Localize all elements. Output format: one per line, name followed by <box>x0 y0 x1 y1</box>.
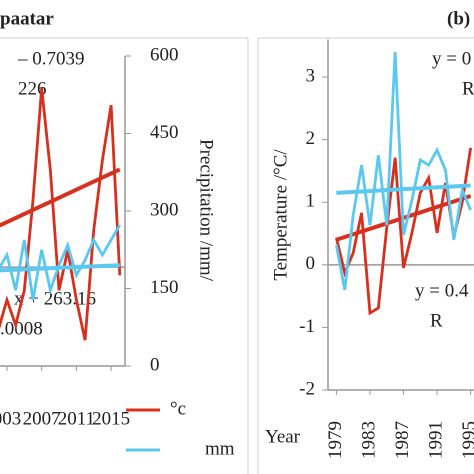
y-tick-label: 3 <box>306 65 316 86</box>
y-tick-label: 300 <box>150 199 179 220</box>
equation: y = 0 <box>432 48 471 69</box>
panel-title: paatar <box>0 8 54 29</box>
x-axis-label: Year <box>265 426 301 447</box>
equation: 226 <box>18 78 47 99</box>
y-tick-label: -2 <box>299 378 315 399</box>
x-tick-label: 1983 <box>358 421 379 459</box>
data-line <box>335 51 472 291</box>
x-tick-label: 1987 <box>392 421 413 459</box>
equation: R <box>462 78 474 99</box>
y-tick-label: 450 <box>150 122 179 143</box>
legend-label: °c <box>170 398 186 419</box>
x-tick-label: 003 <box>0 408 21 429</box>
panel-frame <box>257 37 474 474</box>
x-tick-label: 2015 <box>92 408 130 429</box>
y-tick-label: 1 <box>306 191 316 212</box>
legend-label: mm <box>205 438 235 459</box>
y-tick-label: 2 <box>306 128 316 149</box>
panel-title: (b) <box>447 8 470 29</box>
y-tick-label: 0 <box>150 354 160 375</box>
data-line <box>0 224 122 301</box>
panel-frame <box>0 37 249 474</box>
data-line <box>0 87 122 341</box>
equation: .0008 <box>0 318 43 339</box>
y-tick-label: 150 <box>150 277 179 298</box>
y-tick-label: -1 <box>299 316 315 337</box>
x-tick-label: 1995 <box>459 421 474 459</box>
x-tick-label: 2011 <box>58 408 95 429</box>
y-tick-label: 600 <box>150 44 179 65</box>
x-tick-label: 2007 <box>23 408 61 429</box>
trend-line <box>0 167 121 228</box>
equation: x + 263.16 <box>14 288 96 309</box>
equation: – 0.7039 <box>17 48 85 69</box>
y-tick-label: 0 <box>306 253 316 274</box>
equation: y = 0.4 <box>415 280 469 301</box>
x-tick-label: 1991 <box>425 421 446 459</box>
equation: R <box>430 310 443 331</box>
y-axis-label: Precipitation /mm/ <box>196 139 217 282</box>
y-axis-label: Temperature /°C/ <box>270 149 291 281</box>
x-tick-label: 1979 <box>325 421 346 459</box>
